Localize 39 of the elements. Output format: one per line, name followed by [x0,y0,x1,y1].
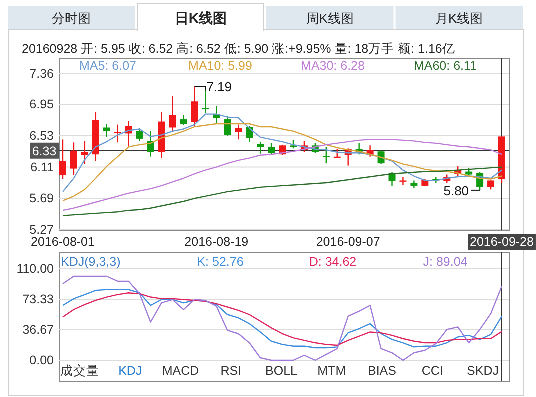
annotation: 7.19 [206,80,232,95]
y-tick-label: 6.95 [30,98,54,112]
y-tick-label: 6.53 [30,128,54,143]
text: K: 52.76 [197,255,244,269]
text: MACD [162,364,200,378]
text: SKDJ [467,364,499,378]
text: MA60: 6.11 [414,59,478,73]
text: KDJ [118,364,142,378]
x-tick-label: 2016-08-19 [184,235,249,249]
y-tick-label: 5.27 [30,223,54,237]
text: CCI [422,364,444,378]
annotation: 5.80 [444,183,470,198]
text: D: 34.62 [309,255,357,269]
text: 日K线图 [174,10,227,26]
y-tick-label: 5.69 [30,192,54,206]
text: MTM [318,364,346,378]
y-tick-label: 6.11 [30,160,54,174]
text: 成交量 [60,363,100,378]
x-tick-label: 2016-09-07 [316,235,380,249]
y-tick-label: 0.00 [30,354,54,368]
x-tick-label: 2016-08-01 [31,235,96,249]
text: MA10: 5.99 [188,59,253,73]
text: RSI [220,364,242,378]
text: 月K线图 [436,11,484,26]
text: BOLL [266,364,298,378]
text: 分时图 [52,11,92,26]
text: J: 89.04 [423,255,468,269]
chart-title: 20160928 开: 5.95 收: 6.52 高: 6.52 低: 5.90 涨:+9.95% 量: 18万手 额: 1.16亿 [22,41,456,56]
y-tick-label: 73.33 [22,292,54,307]
chart-title: KDJ(9,3,3) [61,255,121,269]
y-tick-label: 36.67 [22,322,54,337]
ref-line-label: 6.33 [32,144,57,158]
text: 周K线图 [306,11,354,26]
text: BIAS [368,364,396,378]
text: MA5: 6.07 [80,59,137,73]
x-tick-label: 2016-09-28 [470,235,534,249]
text: MA30: 6.28 [301,59,366,73]
y-tick-label: 7.36 [30,67,54,81]
y-tick-label: 110.00 [16,262,54,276]
